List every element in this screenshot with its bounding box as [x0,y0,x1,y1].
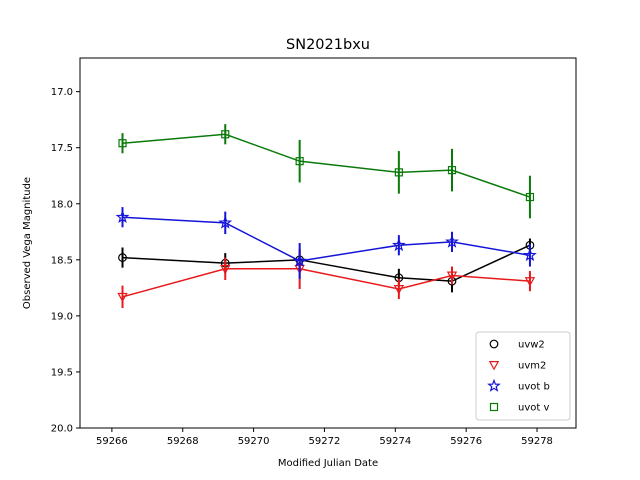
series-line [122,268,530,298]
data-point [117,292,128,303]
legend-box [475,331,571,421]
data-point [391,238,406,252]
x-tick-label: 59268 [167,436,199,447]
y-tick-label: 19.0 [51,311,73,322]
data-point [218,215,233,229]
data-point [447,166,457,175]
legend-marker [487,378,501,392]
data-point [292,253,307,267]
y-tick-label: 17.5 [51,143,73,154]
legend-marker [488,361,500,371]
data-point [525,192,535,202]
axes: 59266 59268 59270 59272 59274 59276 59278 17.0 1… [51,87,553,447]
x-tick-label: 59266 [96,436,128,447]
series-uvot-b [115,207,537,279]
legend-label: uvot v [518,403,549,414]
series-line [122,133,531,198]
data-point [118,253,127,262]
y-tick-label: 17.0 [51,87,73,98]
y-tick-label: 18.5 [51,255,73,266]
legend-marker [489,402,499,412]
plot-area [115,124,537,309]
data-point [446,271,458,281]
legend-label: uvot b [518,382,550,393]
data-point [295,157,304,166]
data-point [393,285,405,295]
x-tick-label: 59276 [450,436,482,447]
x-tick-label: 59270 [238,436,270,447]
data-point [394,168,403,177]
series-uvot-v [118,124,535,219]
plot-frame [79,57,577,429]
legend: uvw2 uvm2 uvot b uvot v [475,331,571,421]
data-point [524,277,536,287]
data-point [220,264,231,275]
chart-title: SN2021bxu [286,37,370,53]
y-tick-label: 20.0 [51,424,73,435]
series-line [122,216,531,262]
y-tick-label: 19.5 [51,367,73,378]
y-axis-label: Observed Vega Magnitude [22,177,33,309]
series-line [122,244,531,282]
x-tick-label: 59272 [309,436,341,447]
legend-label: uvm2 [518,361,546,372]
y-tick-label: 18.0 [51,199,73,210]
x-tick-label: 59278 [521,436,553,447]
legend-marker [489,339,499,349]
data-point [445,234,459,248]
legend-label: uvw2 [518,340,545,351]
data-point [115,209,130,224]
x-tick-label: 59274 [379,436,411,447]
data-point [221,130,230,139]
x-axis-label: Modified Julian Date [278,458,378,469]
data-point [523,248,537,262]
data-point [118,139,127,148]
